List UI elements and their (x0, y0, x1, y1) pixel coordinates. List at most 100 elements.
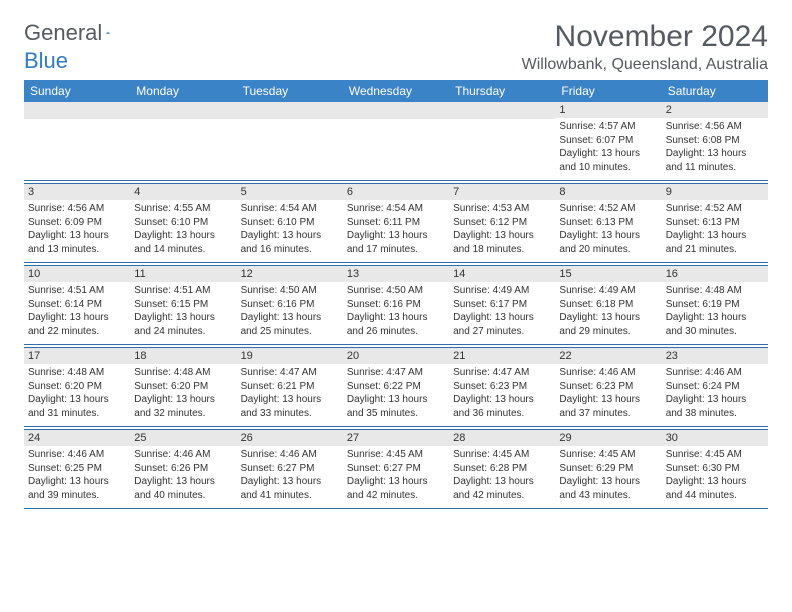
day-cell (130, 102, 236, 180)
logo-text-blue: Blue (24, 48, 68, 73)
day-body: Sunrise: 4:51 AMSunset: 6:15 PMDaylight:… (130, 283, 236, 339)
day-body: Sunrise: 4:46 AMSunset: 6:25 PMDaylight:… (24, 447, 130, 503)
day-number: 3 (24, 184, 130, 200)
day-number: 17 (24, 348, 130, 364)
day-cell: 3 Sunrise: 4:56 AMSunset: 6:09 PMDaylight… (24, 184, 130, 262)
day-daylight: Daylight: 13 hours and 14 minutes. (134, 229, 232, 256)
day-body: Sunrise: 4:56 AMSunset: 6:08 PMDaylight:… (662, 119, 768, 175)
day-sunset: Sunset: 6:13 PM (666, 216, 764, 230)
day-body: Sunrise: 4:54 AMSunset: 6:10 PMDaylight:… (237, 201, 343, 257)
day-sunset: Sunset: 6:27 PM (241, 462, 339, 476)
day-number: 2 (662, 102, 768, 118)
day-cell: 24Sunrise: 4:46 AMSunset: 6:25 PMDayligh… (24, 430, 130, 508)
day-number: 28 (449, 430, 555, 446)
day-cell: 19Sunrise: 4:47 AMSunset: 6:21 PMDayligh… (237, 348, 343, 426)
day-daylight: Daylight: 13 hours and 33 minutes. (241, 393, 339, 420)
day-cell: 20Sunrise: 4:47 AMSunset: 6:22 PMDayligh… (343, 348, 449, 426)
month-title: November 2024 (522, 20, 768, 54)
day-sunrise: Sunrise: 4:46 AM (559, 366, 657, 380)
dow-friday: Friday (555, 80, 661, 102)
day-number: 26 (237, 430, 343, 446)
day-cell: 23Sunrise: 4:46 AMSunset: 6:24 PMDayligh… (662, 348, 768, 426)
day-sunset: Sunset: 6:26 PM (134, 462, 232, 476)
day-sunrise: Sunrise: 4:52 AM (666, 202, 764, 216)
day-daylight: Daylight: 13 hours and 41 minutes. (241, 475, 339, 502)
day-number (343, 102, 449, 119)
day-number: 1 (555, 102, 661, 118)
day-sunset: Sunset: 6:17 PM (453, 298, 551, 312)
day-body: Sunrise: 4:52 AMSunset: 6:13 PMDaylight:… (555, 201, 661, 257)
day-number: 12 (237, 266, 343, 282)
day-daylight: Daylight: 13 hours and 11 minutes. (666, 147, 764, 174)
day-number: 29 (555, 430, 661, 446)
day-number: 6 (343, 184, 449, 200)
day-number: 22 (555, 348, 661, 364)
day-sunrise: Sunrise: 4:49 AM (559, 284, 657, 298)
day-body: Sunrise: 4:50 AMSunset: 6:16 PMDaylight:… (237, 283, 343, 339)
day-sunset: Sunset: 6:09 PM (28, 216, 126, 230)
day-daylight: Daylight: 13 hours and 30 minutes. (666, 311, 764, 338)
week-row: 3Sunrise: 4:56 AMSunset: 6:09 PMDaylight… (24, 183, 768, 263)
day-daylight: Daylight: 13 hours and 38 minutes. (666, 393, 764, 420)
day-number: 30 (662, 430, 768, 446)
day-cell (343, 102, 449, 180)
day-daylight: Daylight: 13 hours and 37 minutes. (559, 393, 657, 420)
day-body: Sunrise: 4:49 AMSunset: 6:17 PMDaylight:… (449, 283, 555, 339)
weeks-container: 1Sunrise: 4:57 AMSunset: 6:07 PMDaylight… (24, 102, 768, 509)
calendar: Sunday Monday Tuesday Wednesday Thursday… (24, 80, 768, 509)
day-body: Sunrise: 4:45 AMSunset: 6:27 PMDaylight:… (343, 447, 449, 503)
day-cell: 16Sunrise: 4:48 AMSunset: 6:19 PMDayligh… (662, 266, 768, 344)
day-sunrise: Sunrise: 4:45 AM (666, 448, 764, 462)
day-daylight: Daylight: 13 hours and 44 minutes. (666, 475, 764, 502)
day-daylight: Daylight: 13 hours and 43 minutes. (559, 475, 657, 502)
day-number: 19 (237, 348, 343, 364)
day-daylight: Daylight: 13 hours and 27 minutes. (453, 311, 551, 338)
day-number (24, 102, 130, 119)
day-cell: 1Sunrise: 4:57 AMSunset: 6:07 PMDaylight… (555, 102, 661, 180)
day-daylight: Daylight: 13 hours and 35 minutes. (347, 393, 445, 420)
day-sunset: Sunset: 6:24 PM (666, 380, 764, 394)
day-cell: 5Sunrise: 4:54 AMSunset: 6:10 PMDaylight… (237, 184, 343, 262)
day-daylight: Daylight: 13 hours and 40 minutes. (134, 475, 232, 502)
day-sunrise: Sunrise: 4:48 AM (666, 284, 764, 298)
day-cell: 28Sunrise: 4:45 AMSunset: 6:28 PMDayligh… (449, 430, 555, 508)
day-sunset: Sunset: 6:07 PM (559, 134, 657, 148)
day-sunrise: Sunrise: 4:50 AM (347, 284, 445, 298)
day-cell: 2Sunrise: 4:56 AMSunset: 6:08 PMDaylight… (662, 102, 768, 180)
dow-tuesday: Tuesday (237, 80, 343, 102)
day-cell: 15Sunrise: 4:49 AMSunset: 6:18 PMDayligh… (555, 266, 661, 344)
day-sunset: Sunset: 6:12 PM (453, 216, 551, 230)
day-body: Sunrise: 4:46 AMSunset: 6:27 PMDaylight:… (237, 447, 343, 503)
day-cell: 25Sunrise: 4:46 AMSunset: 6:26 PMDayligh… (130, 430, 236, 508)
day-number: 4 (130, 184, 236, 200)
day-cell: 9Sunrise: 4:52 AMSunset: 6:13 PMDaylight… (662, 184, 768, 262)
day-cell: 8Sunrise: 4:52 AMSunset: 6:13 PMDaylight… (555, 184, 661, 262)
day-sunrise: Sunrise: 4:56 AM (28, 202, 126, 216)
day-cell (449, 102, 555, 180)
day-body: Sunrise: 4:48 AMSunset: 6:19 PMDaylight:… (662, 283, 768, 339)
day-body: Sunrise: 4:57 AMSunset: 6:07 PMDaylight:… (555, 119, 661, 175)
day-sunrise: Sunrise: 4:56 AM (666, 120, 764, 134)
day-number (449, 102, 555, 119)
day-cell: 4Sunrise: 4:55 AMSunset: 6:10 PMDaylight… (130, 184, 236, 262)
day-number: 10 (24, 266, 130, 282)
day-number: 18 (130, 348, 236, 364)
logo-text-gray: General (24, 20, 102, 46)
day-sunset: Sunset: 6:10 PM (134, 216, 232, 230)
day-cell: 17Sunrise: 4:48 AMSunset: 6:20 PMDayligh… (24, 348, 130, 426)
day-sunrise: Sunrise: 4:45 AM (453, 448, 551, 462)
day-daylight: Daylight: 13 hours and 18 minutes. (453, 229, 551, 256)
day-daylight: Daylight: 13 hours and 42 minutes. (347, 475, 445, 502)
day-sunrise: Sunrise: 4:46 AM (28, 448, 126, 462)
day-sunrise: Sunrise: 4:45 AM (559, 448, 657, 462)
day-sunrise: Sunrise: 4:51 AM (134, 284, 232, 298)
day-sunset: Sunset: 6:10 PM (241, 216, 339, 230)
title-block: November 2024 Willowbank, Queensland, Au… (522, 20, 768, 74)
day-cell: 26Sunrise: 4:46 AMSunset: 6:27 PMDayligh… (237, 430, 343, 508)
day-daylight: Daylight: 13 hours and 13 minutes. (28, 229, 126, 256)
day-cell: 27Sunrise: 4:45 AMSunset: 6:27 PMDayligh… (343, 430, 449, 508)
logo-line2: Blue (24, 48, 68, 74)
day-sunset: Sunset: 6:29 PM (559, 462, 657, 476)
day-sunset: Sunset: 6:21 PM (241, 380, 339, 394)
day-sunrise: Sunrise: 4:53 AM (453, 202, 551, 216)
